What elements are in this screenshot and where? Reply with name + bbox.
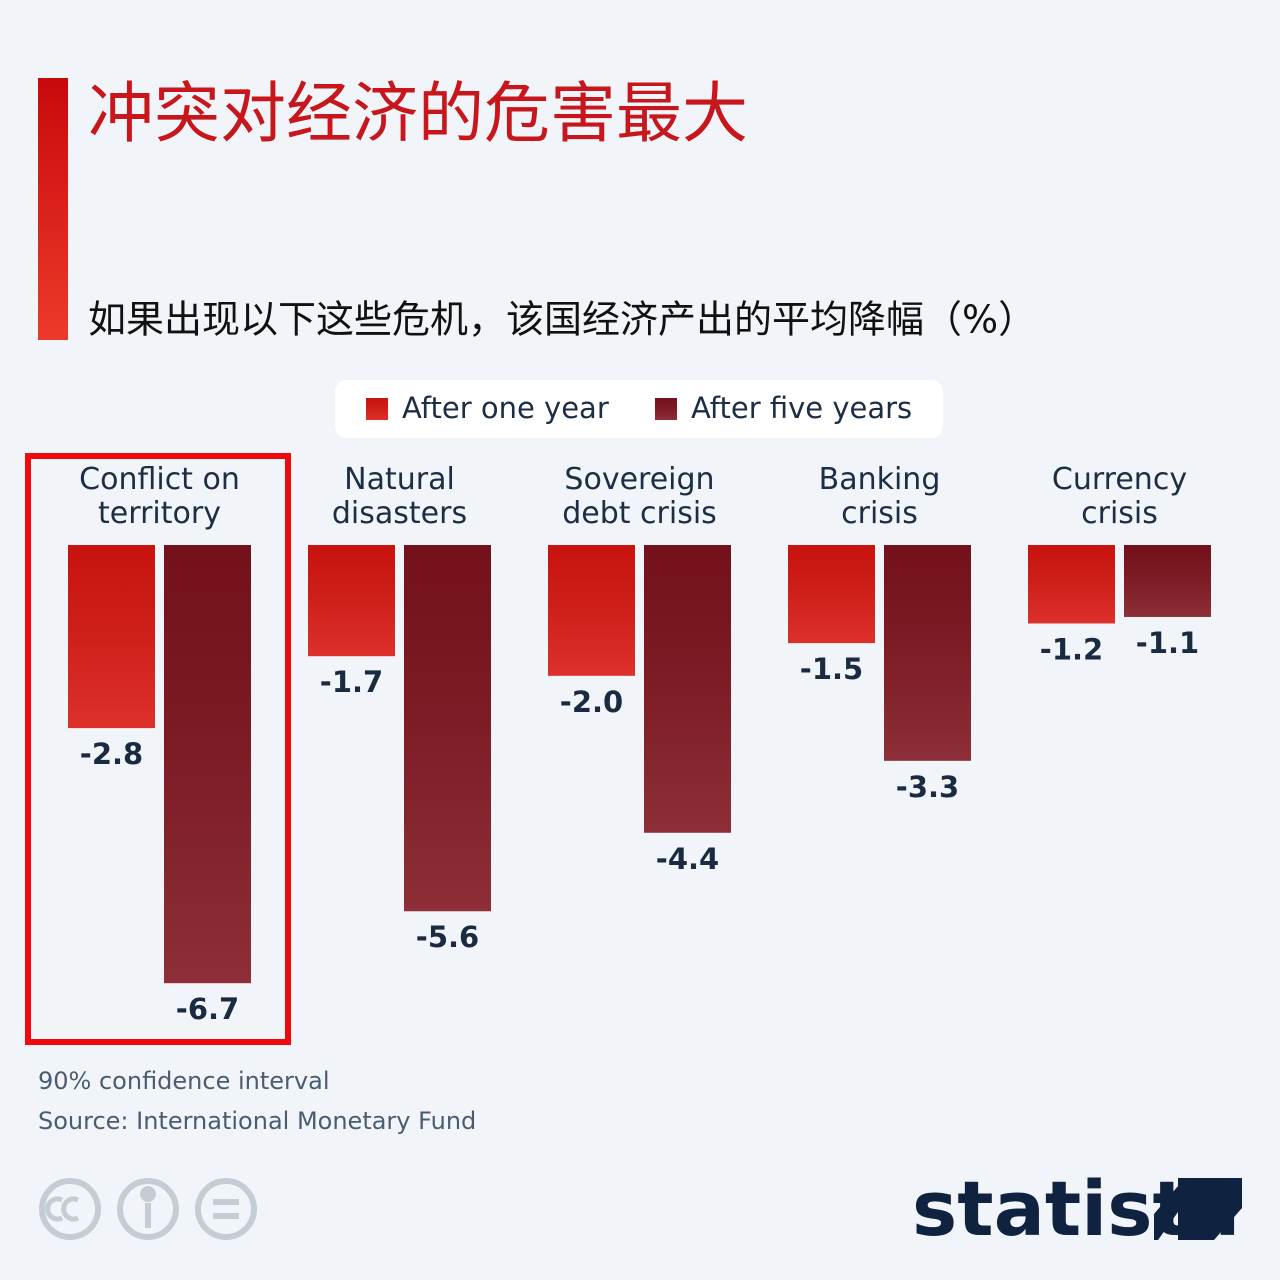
value-label: -1.2 — [1040, 632, 1103, 666]
value-label: -2.0 — [560, 685, 623, 719]
legend-swatch-shade — [655, 398, 677, 420]
bar-shade — [548, 545, 635, 676]
bar-shade — [1028, 545, 1115, 624]
legend-label: After five years — [691, 391, 912, 425]
legend-swatch-shade — [366, 398, 388, 420]
legend-box — [335, 380, 943, 438]
value-label: -1.1 — [1136, 626, 1199, 660]
value-label: -1.7 — [320, 665, 383, 699]
value-label: -1.5 — [800, 652, 863, 686]
bar-shade — [164, 545, 251, 984]
bar-shade — [68, 545, 155, 729]
legend-label: After one year — [402, 391, 609, 425]
value-label: -2.8 — [80, 737, 143, 771]
bar-shade — [404, 545, 491, 912]
note: 90% confidence interval — [38, 1067, 329, 1095]
category-label: Currency crisis — [1051, 462, 1188, 531]
category-label: Sovereign debt crisis — [562, 462, 717, 531]
bar-shade — [1124, 545, 1211, 617]
chart-subtitle: 如果出现以下这些危机，该国经济产出的平均降幅（%） — [88, 298, 1036, 342]
bar-shade — [884, 545, 971, 761]
license-icons — [39, 1178, 257, 1240]
bar-shade — [788, 545, 875, 644]
logo-mark — [1154, 1178, 1242, 1240]
value-label: -5.6 — [416, 920, 479, 954]
category-label: Banking crisis — [818, 462, 941, 531]
bar-shade — [308, 545, 395, 657]
accent-bar — [38, 78, 68, 340]
bar-shade — [644, 545, 731, 833]
value-label: -3.3 — [896, 770, 959, 804]
source: Source: International Monetary Fund — [38, 1107, 476, 1135]
value-label: -4.4 — [656, 842, 719, 876]
chart-title: 冲突对经济的危害最大 — [88, 75, 748, 152]
category-label: Natural disasters — [331, 462, 468, 531]
value-label: -6.7 — [176, 992, 239, 1026]
highlight-box — [25, 453, 291, 1045]
category-label: Conflict on territory — [79, 462, 240, 531]
